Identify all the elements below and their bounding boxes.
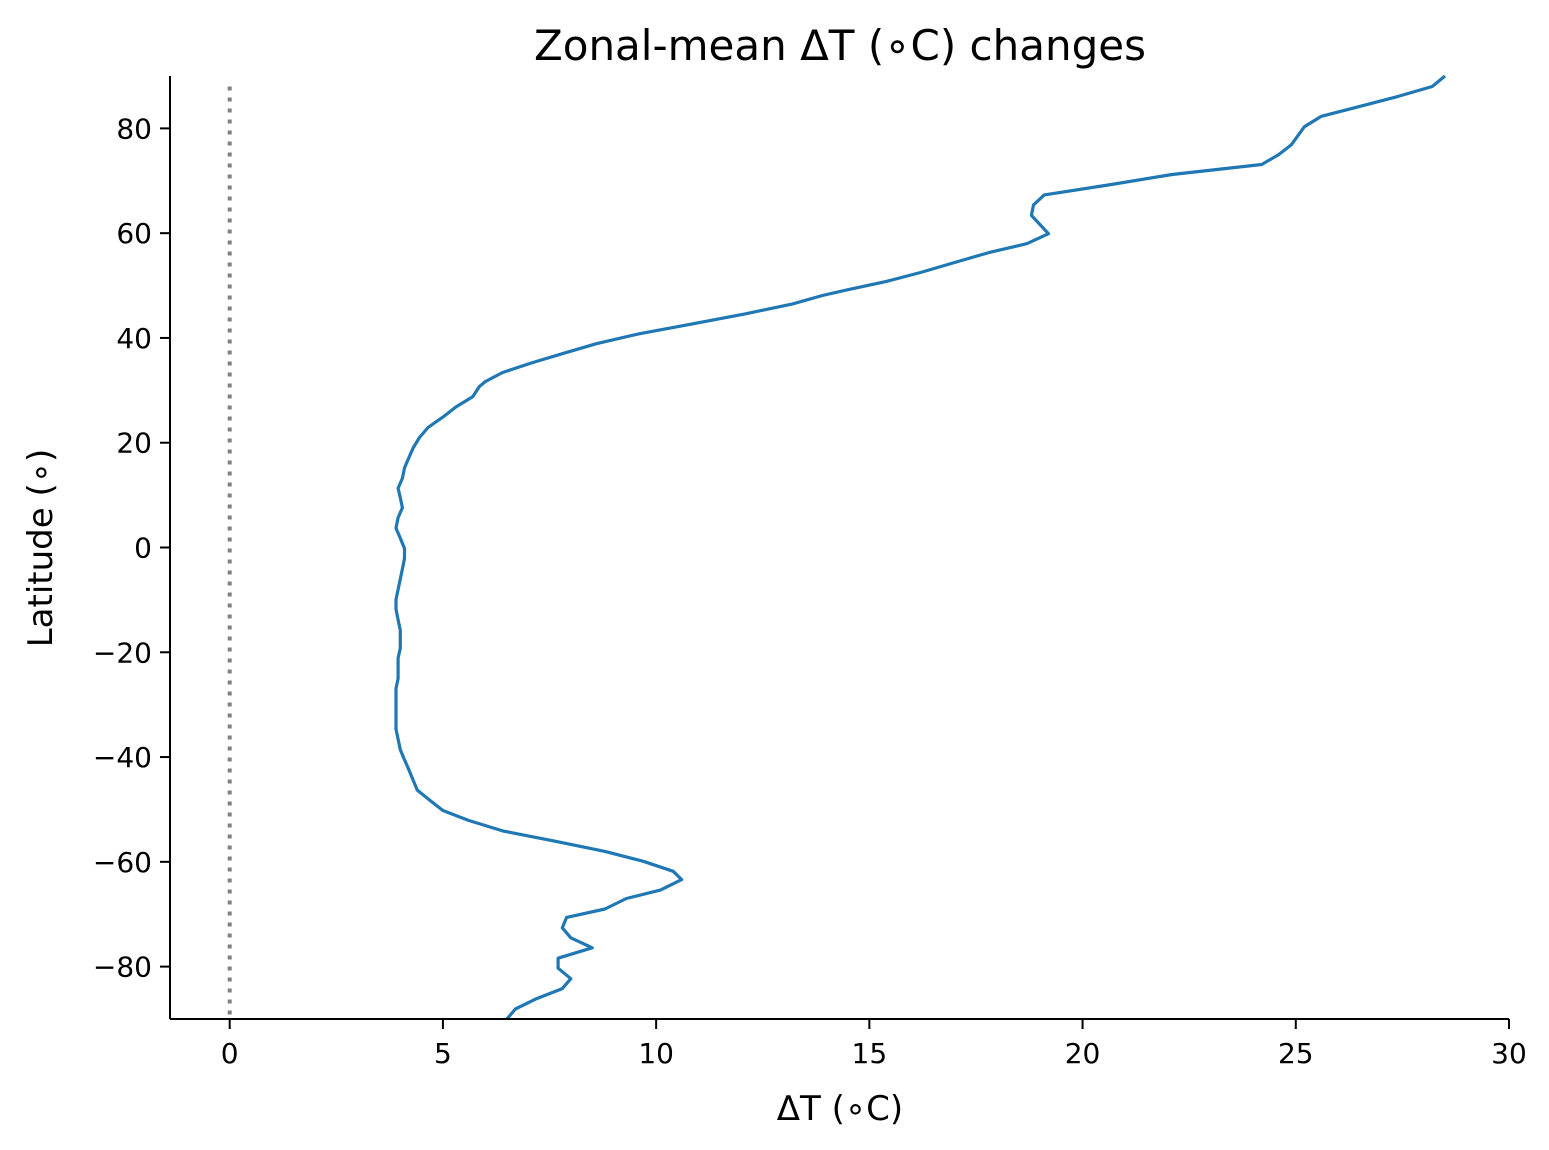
y-tick-label: −40 bbox=[93, 741, 152, 774]
x-tick-label: 15 bbox=[852, 1037, 888, 1070]
y-tick-label: 60 bbox=[116, 217, 152, 250]
tick-labels: 0 5 10 15 20 25 30 −80 −60 −40 −20 0 20 40 60 80 bbox=[93, 112, 1527, 1070]
x-tick-label: 10 bbox=[638, 1037, 674, 1070]
x-tick-label: 30 bbox=[1491, 1037, 1527, 1070]
y-tick-label: 80 bbox=[116, 112, 152, 145]
y-tick-label: −60 bbox=[93, 846, 152, 879]
x-tick-label: 5 bbox=[434, 1037, 452, 1070]
chart-title: Zonal-mean ΔT (∘C) changes bbox=[534, 21, 1146, 70]
y-axis-label: Latitude (∘) bbox=[21, 449, 61, 648]
x-tick-label: 0 bbox=[221, 1037, 239, 1070]
x-tick-label: 20 bbox=[1065, 1037, 1101, 1070]
y-tick-label: 20 bbox=[116, 427, 152, 460]
series-line-0 bbox=[394, 74, 1447, 1021]
plot-area bbox=[169, 74, 1509, 1021]
y-tick-label: −80 bbox=[93, 951, 152, 984]
y-tick-label: 0 bbox=[134, 532, 152, 565]
y-tick-label: −20 bbox=[93, 636, 152, 669]
y-tick-label: 40 bbox=[116, 322, 152, 355]
x-tick-label: 25 bbox=[1278, 1037, 1314, 1070]
x-axis-label: ΔT (∘C) bbox=[777, 1089, 903, 1129]
